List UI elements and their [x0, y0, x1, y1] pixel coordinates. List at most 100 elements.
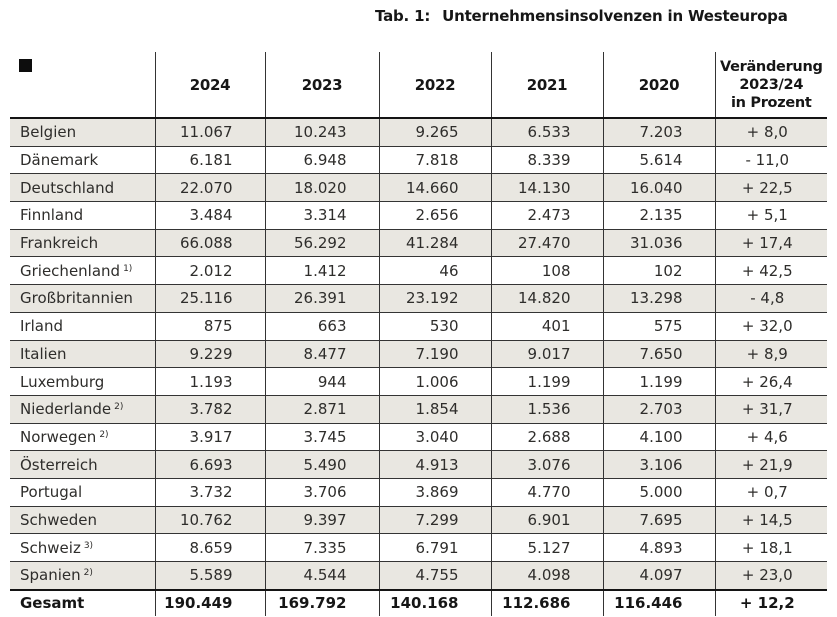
value-cell: 1.536 [490, 395, 603, 424]
country-cell: Dänemark [10, 146, 155, 175]
change-cell: + 12,2 [714, 588, 827, 616]
country-cell: Deutschland [10, 173, 155, 203]
value-cell: 16.040 [602, 173, 715, 203]
value-cell: 116.446 [602, 588, 715, 616]
value-cell: 9.229 [154, 340, 265, 369]
country-cell: Frankreich [10, 229, 155, 258]
value-cell: 10.243 [264, 118, 379, 147]
table-row: Niederlande 2) 3.782 2.871 1.854 1.536 2.703 + … [10, 395, 827, 424]
value-cell: 4.893 [602, 533, 715, 562]
country-cell: Italien [10, 340, 155, 369]
value-cell: 1.854 [378, 395, 491, 424]
table-body: Belgien 11.067 10.243 9.265 6.533 7.203 + 8,0 D… [10, 118, 827, 616]
value-cell: 5.127 [490, 533, 603, 562]
value-cell: 13.298 [602, 284, 715, 313]
value-cell: 2.135 [602, 201, 715, 230]
table-header: 2024 2023 2022 2021 2020 Veränderung 202… [10, 52, 827, 119]
change-cell: + 8,0 [714, 118, 827, 147]
value-cell: 8.477 [264, 340, 379, 369]
value-cell: 1.199 [602, 367, 715, 396]
table-title: Tab. 1: Unternehmensinsolvenzen in Westeu… [375, 7, 788, 25]
value-cell: 25.116 [154, 284, 265, 313]
value-cell: 944 [264, 367, 379, 396]
value-cell: 401 [490, 312, 603, 341]
value-cell: 4.770 [490, 478, 603, 507]
change-cell: + 26,4 [714, 367, 827, 396]
value-cell: 5.589 [154, 561, 265, 591]
footnote-marker: 2) [83, 568, 93, 579]
change-cell: + 17,4 [714, 229, 827, 258]
header-row: 2024 2023 2022 2021 2020 Veränderung 202… [10, 52, 827, 119]
table-row: Irland 875 663 530 401 575 + 32,0 [10, 312, 827, 341]
value-cell: 7.818 [378, 146, 491, 175]
value-cell: 4.097 [602, 561, 715, 591]
value-cell: 7.190 [378, 340, 491, 369]
country-cell: Schweden [10, 506, 155, 535]
value-cell: 26.391 [264, 284, 379, 313]
insolvency-table: 2024 2023 2022 2021 2020 Veränderung 202… [10, 52, 827, 616]
value-cell: 6.901 [490, 506, 603, 535]
country-cell: Schweiz 3) [10, 533, 155, 562]
country-cell: Österreich [10, 450, 155, 479]
value-cell: 23.192 [378, 284, 491, 313]
change-cell: + 23,0 [714, 561, 827, 591]
value-cell: 112.686 [490, 588, 603, 616]
value-cell: 14.820 [490, 284, 603, 313]
value-cell: 6.181 [154, 146, 265, 175]
table-row: Griechenland 1) 2.012 1.412 46 108 102 + 42,5 [10, 256, 827, 286]
table-row: Belgien 11.067 10.243 9.265 6.533 7.203 + 8,0 [10, 118, 827, 147]
country-cell: Finnland [10, 201, 155, 230]
value-cell: 1.193 [154, 367, 265, 396]
value-cell: 3.076 [490, 450, 603, 479]
value-cell: 190.449 [154, 588, 265, 616]
value-cell: 3.484 [154, 201, 265, 230]
table-row: Norwegen 2) 3.917 3.745 3.040 2.688 4.100 + 4,6 [10, 423, 827, 452]
value-cell: 22.070 [154, 173, 265, 203]
change-cell: - 11,0 [714, 146, 827, 175]
value-cell: 530 [378, 312, 491, 341]
value-cell: 14.130 [490, 173, 603, 203]
value-cell: 3.732 [154, 478, 265, 507]
change-cell: + 18,1 [714, 533, 827, 562]
value-cell: 14.660 [378, 173, 491, 203]
value-cell: 8.339 [490, 146, 603, 175]
value-cell: 2.656 [378, 201, 491, 230]
value-cell: 9.265 [378, 118, 491, 147]
change-header-line3: in Prozent [730, 94, 812, 111]
value-cell: 4.098 [490, 561, 603, 591]
value-cell: 66.088 [154, 229, 265, 258]
value-cell: 6.693 [154, 450, 265, 479]
change-header-line1: Veränderung [719, 58, 823, 75]
value-cell: 27.470 [490, 229, 603, 258]
value-cell: 2.871 [264, 395, 379, 424]
value-cell: 7.695 [602, 506, 715, 535]
value-cell: 5.614 [602, 146, 715, 175]
footnote-marker: 2) [99, 429, 109, 440]
change-cell: - 4,8 [714, 284, 827, 313]
value-cell: 2.473 [490, 201, 603, 230]
country-cell: Niederlande 2) [10, 395, 155, 424]
country-cell: Irland [10, 312, 155, 341]
black-square-icon [19, 59, 32, 72]
table-row: Italien 9.229 8.477 7.190 9.017 7.650 + 8,9 [10, 340, 827, 369]
value-cell: 663 [264, 312, 379, 341]
country-cell: Gesamt [10, 588, 155, 616]
value-cell: 8.659 [154, 533, 265, 562]
value-cell: 5.000 [602, 478, 715, 507]
table-row: Dänemark 6.181 6.948 7.818 8.339 5.614- 11,0 [10, 146, 827, 175]
value-cell: 3.706 [264, 478, 379, 507]
value-cell: 31.036 [602, 229, 715, 258]
change-cell: + 8,9 [714, 340, 827, 369]
table-row: Spanien 2) 5.589 4.544 4.755 4.098 4.097 + 23,0 [10, 561, 827, 591]
total-row: Gesamt 190.449 169.792 140.168 112.686 116.44… [10, 588, 827, 616]
change-cell: + 31,7 [714, 395, 827, 424]
table-row: Luxemburg 1.193 944 1.006 1.199 1.199 + 26,4 [10, 367, 827, 396]
value-cell: 41.284 [378, 229, 491, 258]
value-cell: 11.067 [154, 118, 265, 147]
country-cell: Spanien 2) [10, 561, 155, 591]
value-cell: 3.782 [154, 395, 265, 424]
column-header-2023: 2023 [264, 52, 379, 119]
country-cell: Luxemburg [10, 367, 155, 396]
table-title-text: Unternehmensinsolvenzen in Westeuropa [442, 7, 788, 25]
